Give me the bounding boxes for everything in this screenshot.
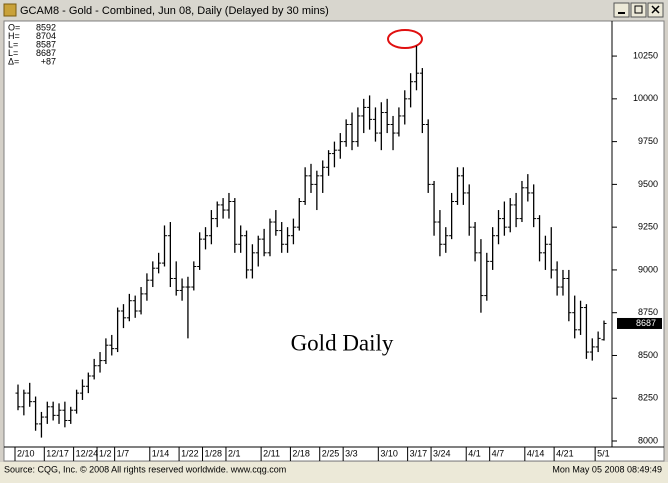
x-tick-label: 12/24 (76, 448, 99, 458)
x-tick-label: 2/1 (228, 448, 241, 458)
x-tick-label: 4/7 (492, 448, 505, 458)
last-price-label: 8687 (636, 318, 656, 328)
info-label: L= (8, 48, 18, 58)
info-label: L= (8, 39, 18, 49)
window-title: GCAM8 - Gold - Combined, Jun 08, Daily (… (20, 5, 329, 17)
info-value: +87 (41, 56, 56, 66)
y-tick-label: 9000 (638, 264, 658, 274)
info-value: 8704 (36, 31, 56, 41)
footer-source: Source: CQG, Inc. © 2008 All rights rese… (4, 464, 286, 474)
x-tick-label: 4/21 (556, 448, 574, 458)
x-tick-label: 3/17 (410, 448, 428, 458)
info-label: Δ= (8, 56, 19, 66)
y-tick-label: 10250 (633, 50, 658, 60)
info-value: 8687 (36, 48, 56, 58)
x-tick-label: 3/24 (433, 448, 451, 458)
y-tick-label: 10000 (633, 93, 658, 103)
info-box: O= 8592 H= 8704 L= 8587 L= 8687 Δ= +87 (8, 22, 56, 66)
title-bar (0, 0, 668, 20)
y-tick-label: 9750 (638, 136, 658, 146)
chart-area (3, 20, 665, 462)
minimize-button[interactable] (613, 2, 630, 18)
footer-timestamp: Mon May 05 2008 08:49:49 (552, 464, 662, 474)
close-glyph (651, 5, 660, 14)
footer-bar (0, 462, 668, 483)
x-tick-label: 3/10 (380, 448, 398, 458)
y-tick-label: 8250 (638, 393, 658, 403)
window-buttons[interactable] (613, 2, 664, 18)
info-value: 8592 (36, 22, 56, 32)
x-tick-label: 2/10 (17, 448, 35, 458)
highlight-ellipse (387, 29, 423, 49)
x-tick-label: 5/1 (597, 448, 610, 458)
x-tick-label: 1/14 (152, 448, 170, 458)
info-label: H= (8, 31, 20, 41)
x-tick-label: 1/28 (205, 448, 223, 458)
x-tick-label: 2/11 (263, 448, 280, 458)
maximize-button[interactable] (630, 2, 647, 18)
x-tick-label: 1/7 (117, 448, 130, 458)
info-label: O= (8, 22, 20, 32)
y-tick-label: 8000 (638, 435, 658, 445)
window-icon (3, 3, 17, 17)
x-tick-label: 4/14 (527, 448, 545, 458)
y-tick-label: 8750 (638, 307, 658, 317)
x-tick-label: 12/17 (46, 448, 69, 458)
x-tick-label: 3/3 (345, 448, 358, 458)
y-tick-label: 9250 (638, 222, 658, 232)
maximize-glyph (634, 5, 643, 14)
last-price-box (617, 317, 662, 329)
x-tick-label: 2/18 (292, 448, 310, 458)
x-tick-label: 1/22 (181, 448, 199, 458)
x-tick-label: 2/25 (322, 448, 340, 458)
y-tick-label: 9500 (638, 179, 658, 189)
x-tick-label: 1/2 (99, 448, 112, 458)
info-value: 8587 (36, 39, 56, 49)
annotation: Gold Daily (291, 330, 394, 355)
y-tick-label: 8500 (638, 350, 658, 360)
x-tick-label: 4/1 (468, 448, 481, 458)
